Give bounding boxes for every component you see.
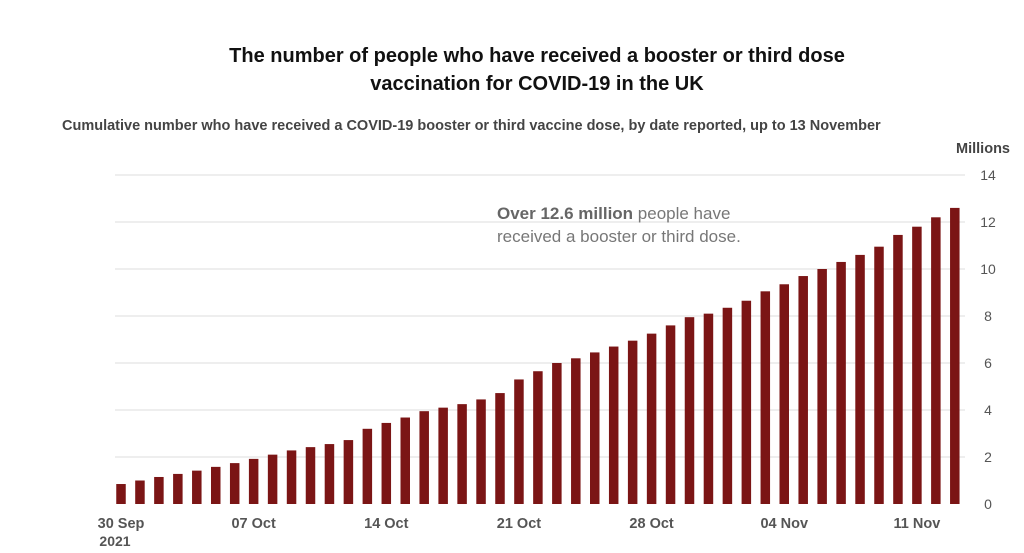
annotation-highlight: Over 12.6 million (497, 204, 634, 223)
bar-day-17 (419, 411, 429, 504)
bar-day-24 (552, 363, 562, 504)
bar-day-13 (343, 440, 354, 504)
bar-day-2 (135, 480, 145, 504)
bar-day-16 (400, 417, 410, 504)
x-axis-ticks: 30 Sep 07 Oct 14 Oct 21 Oct 28 Oct 04 Nov 11 N… (98, 516, 941, 549)
y-tick-label-2: 2 (984, 449, 992, 465)
x-tick-label-7: 11 Nov (894, 516, 941, 532)
bar-day-14 (362, 428, 373, 504)
y-tick-label-12: 12 (980, 214, 996, 230)
x-tick-label-4: 21 Oct (497, 516, 541, 532)
bar-day-6 (211, 466, 221, 504)
chart-annotation: Over 12.6 million people have received a… (497, 202, 757, 248)
bar-day-44 (931, 217, 941, 505)
bar-day-1 (116, 484, 126, 504)
bar-day-42 (893, 234, 903, 504)
bar-day-10 (286, 450, 297, 504)
bar-day-28 (627, 340, 638, 504)
x-tick-label-6: 04 Nov (760, 516, 808, 532)
bar-day-35 (760, 291, 771, 504)
bar-day-15 (381, 422, 392, 504)
y-tick-label-14: 14 (980, 167, 996, 183)
bar-day-29 (646, 333, 657, 505)
bar-day-32 (703, 313, 714, 504)
chart-title-line-1: The number of people who have received a… (229, 45, 845, 67)
bar-day-3 (154, 476, 164, 504)
bar-day-39 (836, 261, 846, 504)
bar-day-9 (267, 454, 278, 504)
bar-day-11 (305, 447, 316, 504)
bar-day-26 (590, 352, 600, 504)
bar-day-21 (495, 393, 505, 504)
y-tick-label-4: 4 (984, 402, 992, 418)
x-tick-label-3: 14 Oct (364, 516, 408, 532)
bar-day-12 (324, 444, 335, 504)
y-tick-label-0: 0 (984, 496, 992, 512)
bar-day-5 (192, 470, 202, 504)
bar-day-33 (722, 307, 733, 504)
bar-day-45 (950, 207, 960, 504)
x-tick-label-2: 07 Oct (231, 516, 275, 532)
bar-day-25 (571, 358, 581, 504)
x-tick-year-label: 2021 (99, 533, 130, 549)
y-axis-unit-label: Millions (956, 141, 1010, 157)
y-tick-label-6: 6 (984, 355, 992, 371)
bar-day-22 (514, 379, 524, 504)
bar-day-34 (741, 300, 752, 504)
bar-day-36 (779, 284, 789, 504)
bar-day-41 (874, 246, 884, 504)
bar-day-19 (457, 404, 467, 505)
bar-day-43 (912, 226, 922, 504)
bar-day-38 (817, 269, 827, 504)
bar-day-8 (248, 458, 259, 504)
bar-day-18 (438, 407, 448, 504)
chart-subtitle: Cumulative number who have received a CO… (62, 118, 881, 134)
bar-day-27 (608, 346, 619, 504)
chart-title: The number of people who have received a… (0, 42, 1024, 98)
chart-title-line-2: vaccination for COVID-19 in the UK (370, 73, 704, 95)
y-tick-label-10: 10 (980, 261, 996, 277)
chart-bars (116, 207, 960, 505)
bar-day-4 (173, 473, 183, 504)
bar-day-7 (229, 463, 240, 504)
bar-day-23 (533, 371, 543, 504)
bar-day-30 (665, 325, 676, 504)
bar-day-37 (798, 276, 808, 504)
bar-day-20 (476, 399, 486, 504)
bar-day-40 (855, 254, 865, 504)
y-axis-ticks: 0 2 4 6 8 10 12 14 (980, 167, 996, 512)
x-tick-label-5: 28 Oct (629, 516, 673, 532)
x-tick-label-1: 30 Sep (98, 516, 145, 532)
y-tick-label-8: 8 (984, 308, 992, 324)
annotation-text: people have received a booster or third … (497, 204, 741, 246)
bar-day-31 (684, 317, 695, 504)
